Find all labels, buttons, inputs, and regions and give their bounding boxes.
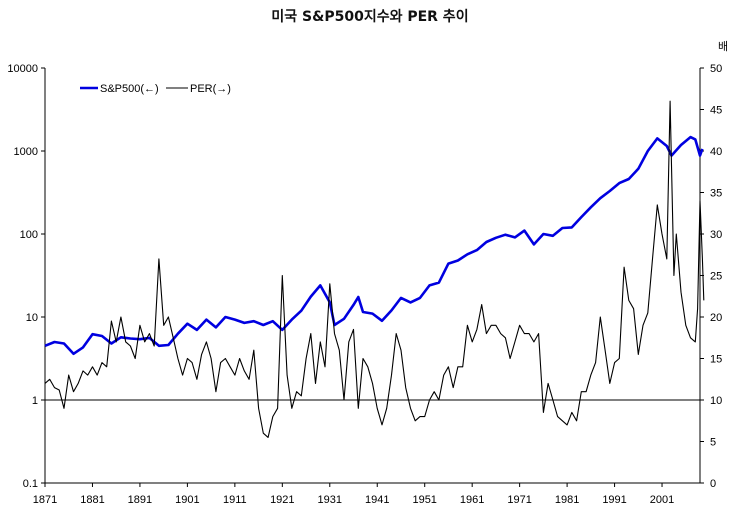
- right-tick-label: 0: [710, 478, 716, 490]
- x-tick-label: 1941: [365, 494, 389, 506]
- x-tick-label: 1981: [555, 494, 579, 506]
- right-tick-label: 50: [710, 63, 722, 75]
- x-tick-label: 1931: [318, 494, 342, 506]
- x-tick-label: 1891: [128, 494, 152, 506]
- chart-title: 미국 S&P500지수와 PER 추이: [271, 9, 469, 25]
- x-tick-label: 1881: [80, 494, 104, 506]
- x-tick-label: 2001: [650, 494, 674, 506]
- right-tick-label: 10: [710, 395, 722, 407]
- right-tick-label: 40: [710, 146, 722, 158]
- x-tick-label: 1961: [460, 494, 484, 506]
- left-tick-label: 100: [20, 229, 38, 241]
- x-tick-label: 1921: [270, 494, 294, 506]
- right-axis-unit: 배: [718, 40, 728, 53]
- x-tick-label: 1871: [33, 494, 57, 506]
- legend-label-per: PER(→): [190, 83, 231, 95]
- left-tick-label: 10000: [7, 63, 38, 75]
- right-tick-label: 45: [710, 105, 722, 117]
- x-tick-label: 1911: [223, 494, 247, 506]
- x-tick-label: 1901: [175, 494, 199, 506]
- left-tick-label: 1: [32, 395, 38, 407]
- sp500-series-line: [44, 135, 704, 356]
- right-tick-label: 30: [710, 229, 722, 241]
- x-tick-label: 1951: [412, 494, 436, 506]
- per-series-line: [44, 100, 705, 438]
- left-tick-label: 10: [26, 312, 38, 324]
- left-tick-label: 1000: [14, 146, 38, 158]
- right-tick-label: 35: [710, 188, 722, 200]
- right-tick-label: 25: [710, 271, 722, 283]
- x-tick-label: 1971: [507, 494, 531, 506]
- right-tick-label: 5: [710, 437, 716, 449]
- right-tick-label: 20: [710, 312, 722, 324]
- right-tick-label: 15: [710, 354, 722, 366]
- legend-label-sp500: S&P500(←): [100, 83, 159, 95]
- left-tick-label: 0.1: [23, 478, 38, 490]
- x-tick-label: 1991: [602, 494, 626, 506]
